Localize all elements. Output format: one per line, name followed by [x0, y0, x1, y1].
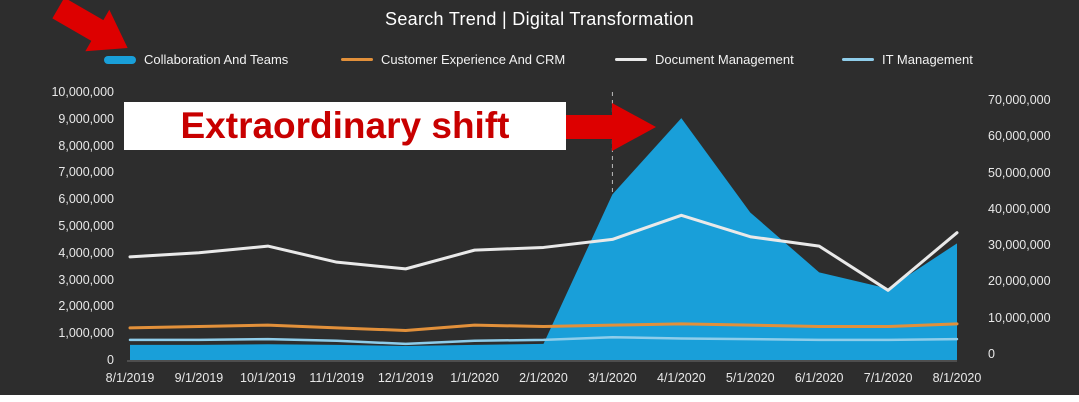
legend-label: Collaboration And Teams	[144, 52, 289, 67]
left-axis-tick: 2,000,000	[58, 299, 114, 314]
red-arrow-annotation-icon	[566, 103, 656, 151]
legend-marker-it-icon	[842, 58, 874, 61]
bottom-strip	[0, 395, 1079, 402]
left-y-axis: 10,000,000 9,000,000 8,000,000 7,000,000 6,0…	[0, 0, 120, 402]
left-axis-tick: 9,000,000	[58, 111, 114, 126]
x-axis-tick: 4/1/2020	[656, 371, 706, 385]
left-axis-tick: 5,000,000	[58, 219, 114, 233]
right-axis-tick: 30,000,000	[988, 238, 1051, 253]
chart-title: Search Trend | Digital Transformation	[385, 9, 694, 29]
right-axis-tick: 70,000,000	[988, 93, 1051, 107]
x-axis-tick: 2/1/2020	[519, 371, 568, 385]
right-y-axis: 70,000,000 60,000,000 50,000,000 40,000,000…	[986, 0, 1078, 402]
legend-label: Customer Experience And CRM	[381, 52, 566, 67]
x-axis-tick: 11/1/2019	[309, 371, 365, 385]
red-arrow-legend-icon	[52, 0, 128, 52]
x-axis-tick: 10/1/2019	[240, 371, 296, 385]
legend-label: Document Management	[655, 52, 794, 67]
x-axis-tick: 8/1/2019	[105, 371, 155, 385]
legend-item-customer-experience-and-crm: Customer Experience And CRM	[341, 52, 565, 67]
legend-marker-collaboration-icon	[104, 55, 136, 64]
x-axis-tick: 3/1/2020	[588, 371, 637, 385]
legend-item-it-management: IT Management	[842, 52, 973, 67]
left-axis-tick: 0	[107, 353, 114, 367]
legend-marker-document-icon	[615, 58, 647, 61]
legend-marker-crm-icon	[341, 58, 373, 61]
x-axis-tick: 12/1/2019	[377, 371, 434, 385]
left-axis-tick: 1,000,000	[58, 326, 114, 341]
x-axis-tick: 5/1/2020	[725, 371, 775, 385]
right-axis-tick: 20,000,000	[988, 274, 1051, 289]
left-axis-tick: 3,000,000	[58, 272, 114, 287]
annotation-text: Extraordinary shift	[180, 105, 510, 146]
x-axis-tick: 7/1/2020	[863, 371, 913, 385]
x-axis-tick: 6/1/2020	[794, 371, 844, 385]
legend-label: IT Management	[882, 52, 973, 67]
right-axis-tick: 0	[988, 347, 995, 361]
right-axis-tick: 10,000,000	[988, 310, 1051, 325]
right-axis-tick: 50,000,000	[988, 165, 1051, 180]
right-axis-tick: 60,000,000	[988, 129, 1051, 144]
annotation-box: Extraordinary shift	[124, 102, 566, 150]
x-axis-tick: 9/1/2019	[174, 371, 224, 385]
left-axis-tick: 6,000,000	[58, 192, 114, 207]
left-axis-tick: 4,000,000	[58, 245, 114, 260]
x-axis-tick: 8/1/2020	[932, 371, 982, 385]
left-axis-tick: 7,000,000	[58, 165, 114, 180]
x-axis-tick: 1/1/2020	[450, 371, 499, 385]
left-axis-tick: 10,000,000	[51, 85, 114, 99]
legend-item-document-management: Document Management	[615, 52, 794, 67]
right-axis-tick: 40,000,000	[988, 201, 1051, 216]
legend-item-collaboration-and-teams: Collaboration And Teams	[104, 52, 288, 67]
left-axis-tick: 8,000,000	[58, 138, 114, 153]
